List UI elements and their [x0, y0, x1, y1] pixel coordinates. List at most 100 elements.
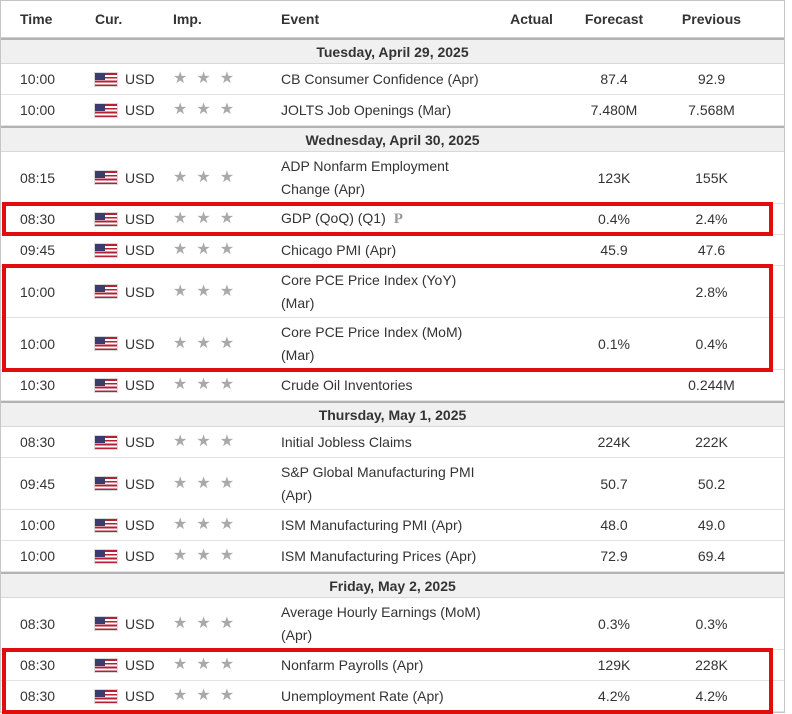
- previous-value: 0.3%: [695, 615, 728, 632]
- event-link[interactable]: Average Hourly Earnings (MoM) (Apr): [281, 603, 481, 643]
- previous-value: 4.2%: [695, 688, 728, 704]
- event-time: 08:30: [20, 434, 56, 450]
- importance-stars: ★★★: [173, 241, 244, 258]
- us-flag-icon: [95, 689, 117, 703]
- us-flag-icon: [95, 337, 117, 350]
- forecast-value: 123K: [597, 169, 631, 186]
- currency-label: USD: [125, 102, 155, 118]
- event-time: 10:00: [20, 517, 56, 533]
- table-row-highlighted: 08:30 USD ★★★ Unemployment Rate (Apr) 4.…: [1, 681, 784, 712]
- forecast-value: 129K: [597, 657, 631, 673]
- previous-value: 92.9: [697, 71, 726, 87]
- currency-label: USD: [125, 283, 155, 300]
- currency-label: USD: [125, 71, 155, 87]
- forecast-value: 224K: [597, 434, 631, 450]
- event-link[interactable]: Core PCE Price Index (YoY) (Mar): [281, 271, 457, 311]
- event-time: 08:30: [20, 211, 56, 227]
- currency-cell: USD: [95, 211, 169, 227]
- column-header-time: Time: [20, 11, 53, 27]
- currency-cell: USD: [95, 616, 169, 632]
- day-separator: Friday, May 2, 2025: [1, 572, 784, 598]
- column-header-event: Event: [281, 10, 320, 27]
- importance-stars: ★★★: [173, 516, 244, 533]
- previous-value: 228K: [695, 657, 728, 673]
- table-header-row: Time Cur. Imp. Event Actual Forecast Pre…: [1, 1, 784, 38]
- table-row: 10:00 USD ★★★ JOLTS Job Openings (Mar) 7…: [1, 95, 784, 126]
- forecast-value: 4.2%: [598, 688, 630, 704]
- us-flag-icon: [95, 171, 117, 184]
- currency-label: USD: [125, 434, 155, 450]
- event-time: 09:45: [20, 242, 56, 258]
- currency-cell: USD: [95, 517, 169, 533]
- event-link[interactable]: ISM Manufacturing PMI (Apr): [281, 516, 463, 533]
- column-header-previous: Previous: [681, 11, 742, 27]
- event-link[interactable]: ADP Nonfarm Employment Change (Apr): [281, 157, 449, 197]
- importance-stars: ★★★: [173, 168, 244, 186]
- event-time: 10:00: [20, 71, 56, 87]
- currency-label: USD: [125, 377, 155, 393]
- preliminary-release-marker: P: [393, 211, 403, 227]
- table-row: 08:30 USD ★★★ Average Hourly Earnings (M…: [1, 598, 784, 650]
- event-time: 08:30: [20, 657, 56, 673]
- us-flag-icon: [95, 72, 117, 86]
- currency-cell: USD: [95, 688, 169, 704]
- event-time: 10:00: [20, 548, 56, 564]
- event-time: 10:00: [20, 102, 56, 118]
- event-link[interactable]: JOLTS Job Openings (Mar): [281, 101, 452, 118]
- event-time: 08:30: [20, 615, 56, 632]
- importance-stars: ★★★: [173, 547, 244, 564]
- event-link[interactable]: Chicago PMI (Apr): [281, 241, 397, 258]
- currency-cell: USD: [95, 170, 169, 186]
- us-flag-icon: [95, 477, 117, 490]
- event-link[interactable]: Core PCE Price Index (MoM) (Mar): [281, 323, 463, 363]
- table-row: 10:30 USD ★★★ Crude Oil Inventories 0.24…: [1, 370, 784, 401]
- table-row-highlighted: 10:00 USD ★★★ Core PCE Price Index (YoY)…: [1, 266, 784, 318]
- us-flag-icon: [95, 103, 117, 117]
- currency-label: USD: [125, 657, 155, 673]
- currency-label: USD: [125, 475, 155, 492]
- forecast-value: 87.4: [600, 71, 628, 87]
- column-header-actual: Actual: [510, 11, 553, 27]
- table-row: 09:45 USD ★★★ S&P Global Manufacturing P…: [1, 458, 784, 510]
- previous-value: 7.568M: [688, 102, 735, 118]
- forecast-value: 72.9: [600, 548, 628, 564]
- event-cell: GDP (QoQ) (Q1) P: [271, 207, 494, 231]
- event-time: 10:30: [20, 377, 56, 393]
- event-link[interactable]: Unemployment Rate (Apr): [281, 687, 444, 704]
- currency-label: USD: [125, 335, 155, 352]
- currency-label: USD: [125, 211, 155, 227]
- forecast-value: 50.7: [600, 475, 628, 492]
- us-flag-icon: [95, 285, 117, 298]
- us-flag-icon: [95, 549, 117, 563]
- day-separator: Tuesday, April 29, 2025: [1, 38, 784, 64]
- column-header-currency: Cur.: [95, 11, 123, 27]
- previous-value: 0.4%: [695, 335, 728, 352]
- event-link[interactable]: S&P Global Manufacturing PMI (Apr): [281, 463, 475, 503]
- previous-value: 50.2: [697, 475, 726, 492]
- importance-stars: ★★★: [173, 474, 244, 492]
- importance-stars: ★★★: [173, 687, 244, 704]
- forecast-value: 48.0: [600, 517, 628, 533]
- previous-value: 49.0: [697, 517, 726, 533]
- forecast-value: 0.3%: [598, 615, 630, 632]
- us-flag-icon: [95, 658, 117, 672]
- event-link[interactable]: GDP (QoQ) (Q1): [281, 210, 386, 226]
- currency-cell: USD: [95, 336, 169, 352]
- event-time: 08:30: [20, 688, 56, 704]
- previous-value: 69.4: [697, 548, 726, 564]
- importance-stars: ★★★: [173, 334, 244, 352]
- us-flag-icon: [95, 435, 117, 449]
- highlight-box: 10:00 USD ★★★ Core PCE Price Index (YoY)…: [1, 264, 784, 372]
- event-link[interactable]: Nonfarm Payrolls (Apr): [281, 656, 424, 673]
- table-row-highlighted: 08:30 USD ★★★ Nonfarm Payrolls (Apr) 129…: [1, 650, 784, 681]
- event-link[interactable]: ISM Manufacturing Prices (Apr): [281, 547, 477, 564]
- event-link[interactable]: CB Consumer Confidence (Apr): [281, 70, 479, 87]
- currency-cell: USD: [95, 377, 169, 393]
- importance-stars: ★★★: [173, 210, 244, 227]
- table-row: 08:30 USD ★★★ Initial Jobless Claims 224…: [1, 427, 784, 458]
- currency-cell: USD: [95, 434, 169, 450]
- previous-value: 47.6: [697, 242, 726, 258]
- event-link[interactable]: Crude Oil Inventories: [281, 376, 413, 393]
- forecast-value: 45.9: [600, 242, 628, 258]
- event-link[interactable]: Initial Jobless Claims: [281, 433, 412, 450]
